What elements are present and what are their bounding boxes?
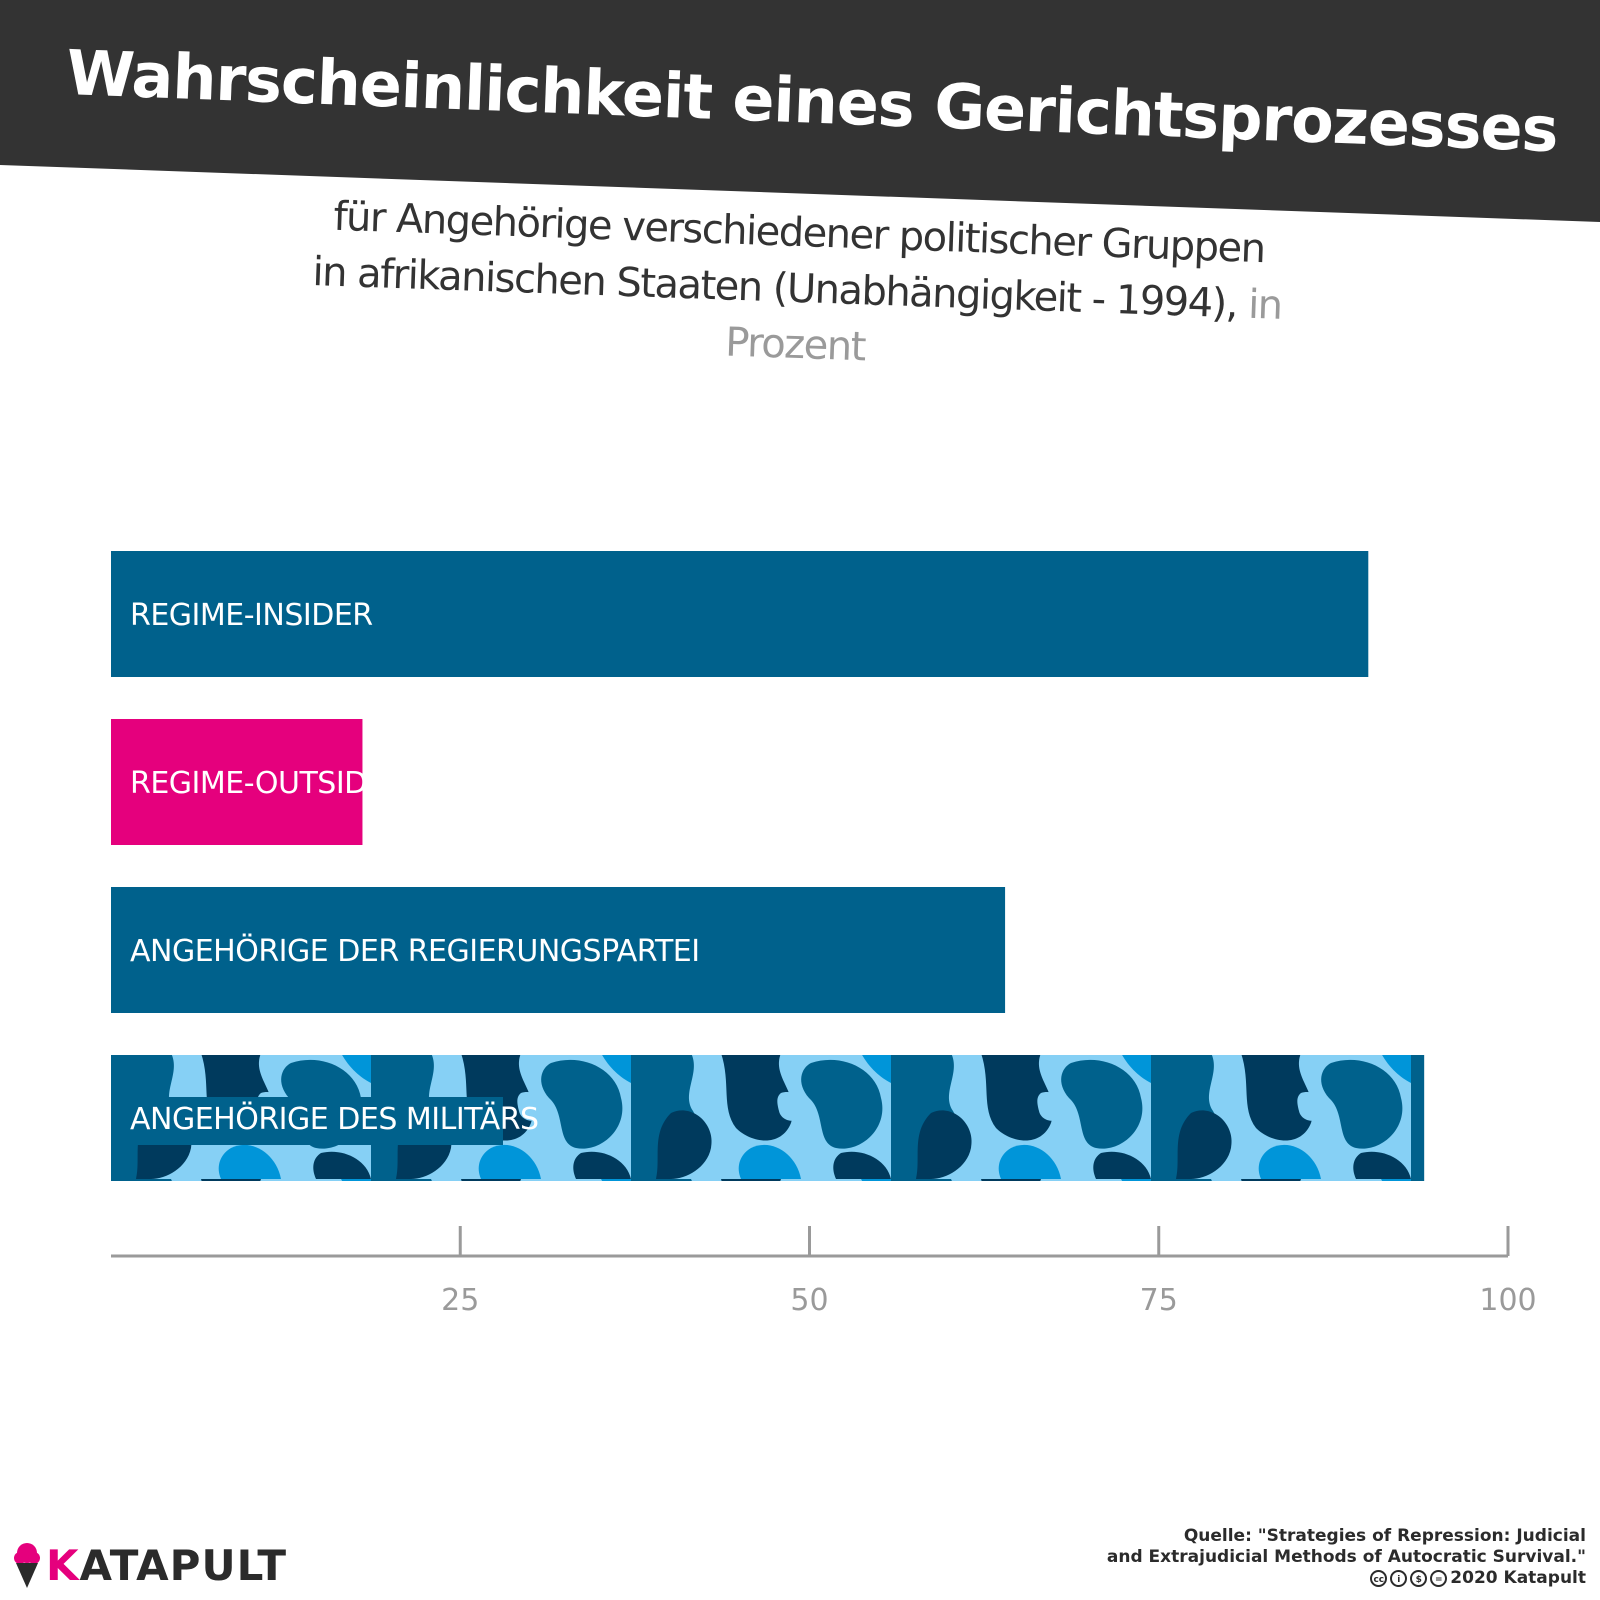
copyright-text: 2020 Katapult — [1450, 1568, 1586, 1588]
bar-2 — [111, 719, 363, 845]
license-row: cc i $ = 2020 Katapult — [1026, 1568, 1586, 1589]
bar-label-2: REGIME-OUTSIDER — [130, 766, 406, 801]
x-tick-label-2: 50 — [790, 1283, 828, 1318]
cc-icon: cc — [1370, 1570, 1388, 1587]
source-note: Quelle: "Strategies of Repression: Judic… — [1026, 1526, 1586, 1589]
x-tick-label-1: 25 — [441, 1283, 479, 1318]
bar-chart: REGIME-INSIDER REGIME-OUTSIDER ANGEHÖRIGE … — [111, 551, 1537, 1318]
x-tick-label-3: 75 — [1140, 1283, 1178, 1318]
x-tick-label-4: 100 — [1479, 1283, 1536, 1318]
source-line-1: Quelle: "Strategies of Repression: Judic… — [1183, 1526, 1586, 1546]
bar-label-4: ANGEHÖRIGE DES MILITÄRS — [130, 1101, 539, 1137]
katapult-logo: KATAPULT — [14, 1540, 287, 1590]
ice-cream-icon — [14, 1543, 40, 1588]
nd-icon: = — [1430, 1570, 1448, 1587]
bar-3 — [111, 887, 1006, 1013]
nc-icon: $ — [1410, 1570, 1428, 1587]
logo-letters: ATAPULT — [79, 1540, 288, 1590]
source-line-2: and Extrajudicial Methods of Autocratic … — [1106, 1547, 1586, 1567]
bar-label-background — [118, 1097, 503, 1145]
bar-1 — [111, 551, 1369, 677]
logo-letter-k: K — [46, 1540, 80, 1590]
bar-label-3: ANGEHÖRIGE DER REGIERUNGSPARTEI — [130, 933, 700, 969]
logo-wordmark: KATAPULT — [46, 1541, 287, 1590]
header-band — [0, 0, 1600, 222]
bar-label-1: REGIME-INSIDER — [130, 598, 373, 633]
by-icon: i — [1390, 1570, 1408, 1587]
